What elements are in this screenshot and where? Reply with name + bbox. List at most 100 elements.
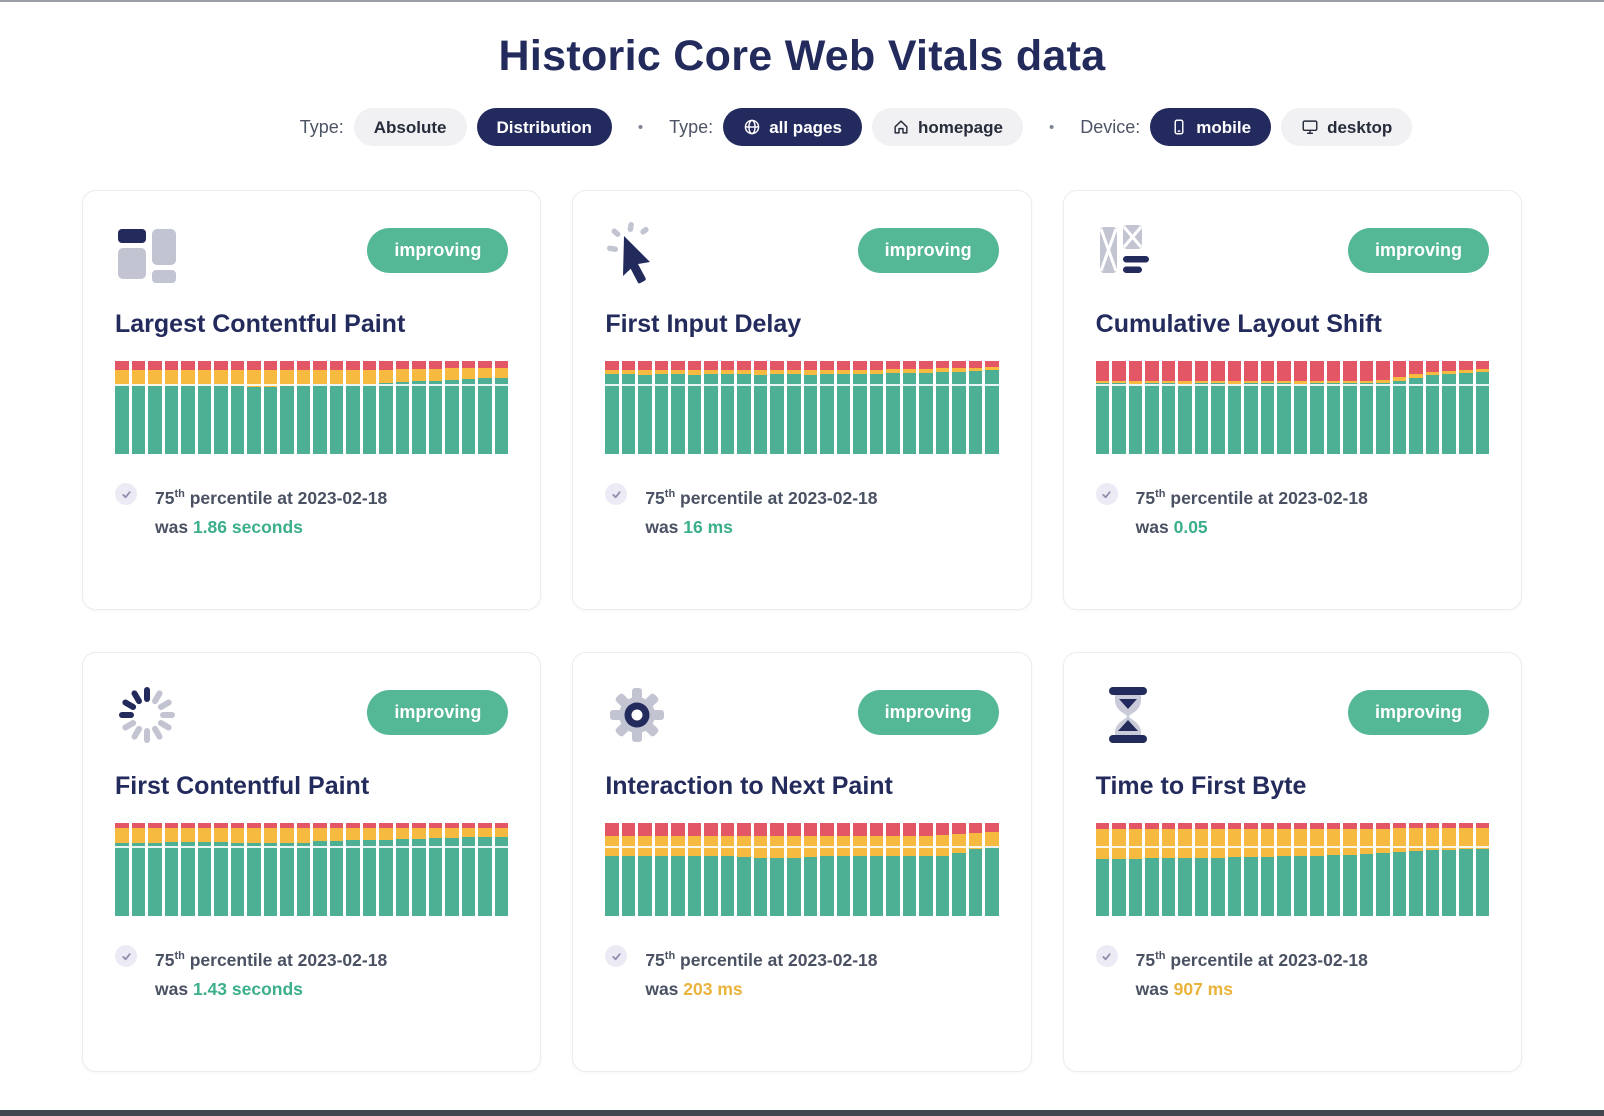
filter-bar: Type: Absolute Distribution • Type: all [54, 108, 1604, 146]
distribution-bar [379, 823, 393, 916]
distribution-bar [1459, 823, 1473, 916]
distribution-bar [1277, 361, 1291, 454]
stat-line1: 75th percentile at 2023-02-18 [645, 949, 878, 970]
distribution-bar [952, 823, 966, 916]
distribution-bar [1244, 823, 1258, 916]
trend-badge: improving [857, 228, 999, 273]
distribution-bar [638, 823, 652, 916]
distribution-bar [164, 823, 179, 916]
distribution-bar [853, 361, 867, 454]
trend-badge: improving [857, 690, 999, 735]
distribution-bar [1326, 823, 1341, 916]
distribution-bar [428, 823, 443, 916]
phone-icon [1170, 118, 1188, 136]
cards-grid: improving Largest Contentful Paint 75th … [82, 190, 1522, 1072]
window-bottom-edge [0, 1110, 1604, 1116]
distribution-bar [1194, 361, 1209, 454]
distribution-bar [1409, 361, 1423, 454]
distribution-bar [296, 361, 311, 454]
stat-line2: was 1.86 seconds [155, 516, 303, 537]
distribution-chart [115, 361, 509, 454]
distribution-bar [968, 823, 983, 916]
distribution-bar [654, 361, 669, 454]
stat-line1: 75th percentile at 2023-02-18 [155, 487, 388, 508]
distribution-bar [461, 823, 476, 916]
distribution-bar [753, 361, 768, 454]
stat-line1: 75th percentile at 2023-02-18 [645, 487, 878, 508]
distribution-bar [803, 823, 818, 916]
stat-line1: 75th percentile at 2023-02-18 [155, 949, 388, 970]
percentile-stat: 75th percentile at 2023-02-18 was 16 ms [645, 480, 877, 542]
distribution-bar [1409, 823, 1423, 916]
stat-line1: 75th percentile at 2023-02-18 [1135, 949, 1368, 970]
stat-value: 16 ms [683, 516, 733, 537]
card-footer: 75th percentile at 2023-02-18 was 0.05 [1095, 480, 1489, 542]
percentile-stat: 75th percentile at 2023-02-18 was 1.86 s… [155, 480, 387, 542]
trend-badge: improving [1347, 228, 1489, 273]
pill-label: Absolute [373, 117, 447, 137]
distribution-bar [280, 361, 294, 454]
distribution-bar [115, 823, 129, 916]
distribution-bar [1128, 361, 1143, 454]
distribution-bar [1459, 361, 1473, 454]
distribution-bar [346, 361, 360, 454]
filter-option-homepage[interactable]: homepage [871, 108, 1023, 146]
distribution-bar [1310, 823, 1324, 916]
filter-option-mobile[interactable]: mobile [1150, 108, 1272, 146]
metric-title: Cumulative Layout Shift [1095, 310, 1382, 338]
pill-label: all pages [769, 117, 842, 137]
distribution-bar [346, 823, 360, 916]
distribution-bar [313, 361, 327, 454]
distribution-bar [654, 823, 669, 916]
filter-option-desktop[interactable]: desktop [1281, 108, 1413, 146]
distribution-bar [362, 361, 377, 454]
distribution-bar [1425, 361, 1440, 454]
distribution-bar [445, 361, 459, 454]
metric-title: First Input Delay [605, 310, 802, 338]
distribution-bar [935, 361, 950, 454]
chart-bars [1095, 823, 1490, 916]
distribution-bar [494, 823, 509, 916]
gear-icon [605, 683, 669, 747]
stat-line2: was 0.05 [1135, 516, 1208, 537]
distribution-bar [1112, 823, 1126, 916]
distribution-bar [687, 823, 702, 916]
metric-title: Interaction to Next Paint [605, 772, 893, 800]
distribution-bar [1442, 823, 1456, 916]
metric-card: improving Cumulative Layout Shift 75th p… [1062, 190, 1522, 610]
filter-option-distribution[interactable]: Distribution [476, 108, 612, 146]
distribution-bar [428, 361, 443, 454]
filter-label-device: Device: [1080, 116, 1141, 137]
metric-title: Largest Contentful Paint [115, 310, 406, 338]
stat-line2: was 16 ms [645, 516, 733, 537]
card-header: improving [1096, 221, 1489, 285]
distribution-bar [919, 361, 933, 454]
metric-card: improving Time to First Byte 75th percen… [1062, 652, 1522, 1072]
chart-bars [115, 823, 509, 916]
distribution-bar [605, 361, 619, 454]
filter-option-all-pages[interactable]: all pages [723, 108, 862, 146]
stat-line1: 75th percentile at 2023-02-18 [1135, 487, 1368, 508]
metric-title: First Contentful Paint [115, 772, 370, 800]
trend-badge: improving [367, 228, 509, 273]
pill-label: mobile [1196, 117, 1252, 137]
distribution-bar [985, 361, 999, 454]
distribution-bar [1277, 823, 1291, 916]
separator-dot: • [637, 118, 644, 136]
check-icon [115, 945, 137, 967]
check-icon [115, 483, 137, 505]
card-footer: 75th percentile at 2023-02-18 was 1.43 s… [115, 942, 508, 1004]
distribution-bar [379, 361, 393, 454]
distribution-bar [1194, 823, 1209, 916]
distribution-bar [1359, 823, 1374, 916]
filter-group-pages: Type: all pages homepage [669, 108, 1023, 146]
filter-option-absolute[interactable]: Absolute [353, 108, 467, 146]
distribution-bar [1475, 823, 1490, 916]
filter-group-device: Device: mobile des [1080, 108, 1413, 146]
distribution-bar [247, 823, 261, 916]
distribution-bar [329, 361, 344, 454]
filter-label-type: Type: [299, 116, 344, 137]
distribution-bar [671, 823, 685, 916]
distribution-bar [770, 361, 784, 454]
card-footer: 75th percentile at 2023-02-18 was 907 ms [1095, 942, 1489, 1004]
